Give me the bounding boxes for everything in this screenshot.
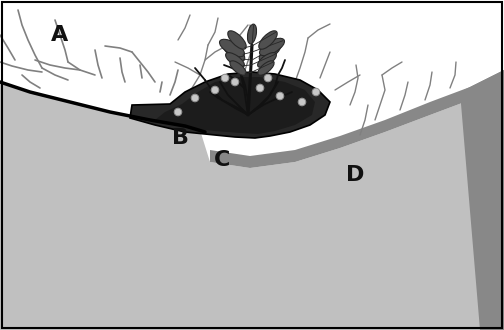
Text: A: A bbox=[51, 25, 69, 45]
Circle shape bbox=[211, 86, 219, 94]
Polygon shape bbox=[130, 72, 330, 138]
Polygon shape bbox=[0, 82, 504, 330]
Circle shape bbox=[191, 94, 199, 102]
Circle shape bbox=[231, 78, 239, 86]
Ellipse shape bbox=[223, 43, 245, 61]
Ellipse shape bbox=[259, 31, 277, 49]
Ellipse shape bbox=[226, 52, 244, 67]
Circle shape bbox=[256, 84, 264, 92]
Circle shape bbox=[312, 88, 320, 96]
Circle shape bbox=[298, 98, 306, 106]
Ellipse shape bbox=[259, 43, 281, 61]
Polygon shape bbox=[0, 0, 210, 162]
Ellipse shape bbox=[258, 52, 276, 67]
Text: D: D bbox=[346, 165, 364, 185]
Ellipse shape bbox=[230, 61, 246, 75]
Polygon shape bbox=[210, 70, 504, 168]
Circle shape bbox=[174, 108, 182, 116]
Ellipse shape bbox=[247, 24, 257, 44]
Circle shape bbox=[264, 74, 272, 82]
Ellipse shape bbox=[260, 38, 284, 56]
Ellipse shape bbox=[258, 61, 274, 75]
Ellipse shape bbox=[220, 39, 244, 57]
Polygon shape bbox=[460, 70, 504, 330]
Circle shape bbox=[276, 92, 284, 100]
Circle shape bbox=[221, 74, 229, 82]
Text: B: B bbox=[171, 128, 188, 148]
Polygon shape bbox=[155, 77, 315, 134]
Text: C: C bbox=[214, 150, 230, 170]
Ellipse shape bbox=[228, 31, 246, 49]
